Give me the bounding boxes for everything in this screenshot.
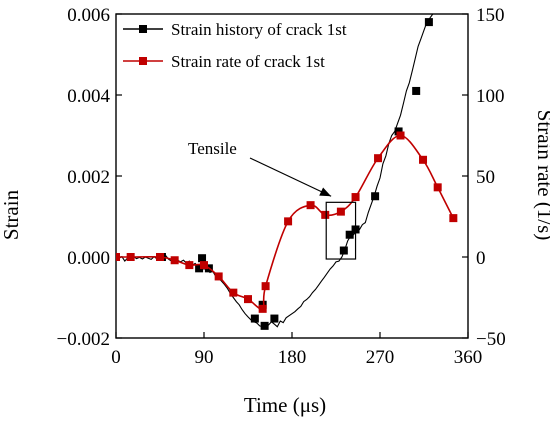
tensile-annotation-label: Tensile [188, 139, 237, 158]
strain-history-marker [345, 230, 354, 239]
y-left-tick-label: 0.000 [67, 248, 110, 269]
strain-rate-marker [396, 131, 405, 140]
y-right-tick-label: 50 [476, 167, 495, 188]
legend-label-rate: Strain rate of crack 1st [171, 52, 325, 71]
strain-history-marker [394, 127, 403, 136]
strain-rate-marker [229, 288, 238, 297]
strain-rate-marker [200, 261, 208, 270]
series-layer [116, 14, 458, 330]
strain-history-marker [339, 246, 348, 255]
x-tick-label: 360 [454, 347, 483, 368]
strain-rate-marker [433, 183, 442, 192]
x-tick-label: 90 [195, 347, 214, 368]
y-axis-right: −50 0 50 100 150 [462, 5, 506, 350]
y-left-tick-label: 0.006 [67, 5, 110, 26]
legend-label-strain: Strain history of crack 1st [171, 20, 347, 39]
strain-history-marker [260, 321, 269, 330]
legend: Strain history of crack 1st Strain rate … [123, 20, 347, 71]
y-right-tick-label: 150 [476, 5, 505, 26]
legend-marker-strain [139, 25, 147, 33]
legend-marker-rate [139, 57, 147, 65]
strain-rate-marker [156, 253, 164, 261]
strain-history-marker [250, 314, 259, 323]
strain-rate-marker [351, 193, 360, 202]
strain-rate-marker [336, 207, 345, 216]
x-tick-label: 270 [366, 347, 395, 368]
strain-history-marker [412, 86, 421, 95]
tensile-highlight-box [325, 201, 357, 260]
strain-rate-marker [126, 253, 135, 261]
strain-history-marker [198, 254, 207, 263]
x-axis: 0 90 180 270 360 [111, 332, 482, 368]
x-axis-title: Time (μs) [244, 393, 326, 417]
tensile-arrow-line [249, 157, 332, 197]
strain-history-marker [270, 314, 279, 323]
strain-history-marker [258, 300, 267, 309]
strain-history-marker [195, 264, 204, 273]
y-left-tick-label: 0.002 [67, 167, 110, 188]
y-left-tick-label: 0.004 [67, 86, 110, 107]
strain-rate-marker [244, 295, 252, 304]
strain-rate-marker [258, 304, 267, 313]
strain-rate-marker [170, 256, 179, 265]
strain-rate-marker [185, 261, 194, 270]
strain-rate-marker [261, 282, 270, 291]
strain-history-marker [424, 18, 433, 27]
strain-rate-marker [449, 214, 458, 223]
y-axis-left: −0.002 0.000 0.002 0.004 0.006 [57, 5, 122, 350]
x-tick-label: 0 [111, 347, 121, 368]
y-right-tick-label: 100 [476, 86, 505, 107]
strain-history-line [116, 14, 434, 328]
strain-rate-marker [214, 272, 223, 281]
strain-rate-marker [306, 201, 315, 210]
annotation-layer: Tensile [188, 139, 357, 260]
strain-rate-marker [374, 154, 383, 163]
strain-rate-marker [419, 155, 428, 164]
y-axis-right-title: Strain rate (1/s) [533, 110, 550, 241]
x-tick-label: 180 [278, 347, 307, 368]
y-right-tick-label: −50 [476, 329, 506, 350]
strain-rate-marker [284, 217, 293, 226]
y-right-tick-label: 0 [476, 248, 486, 269]
strain-rate-marker [116, 253, 120, 261]
tensile-arrow-head [319, 187, 332, 197]
strain-rate-marker [321, 210, 330, 219]
strain-history-marker [371, 192, 380, 201]
y-left-tick-label: −0.002 [57, 329, 110, 350]
y-axis-left-title: Strain [0, 189, 23, 240]
